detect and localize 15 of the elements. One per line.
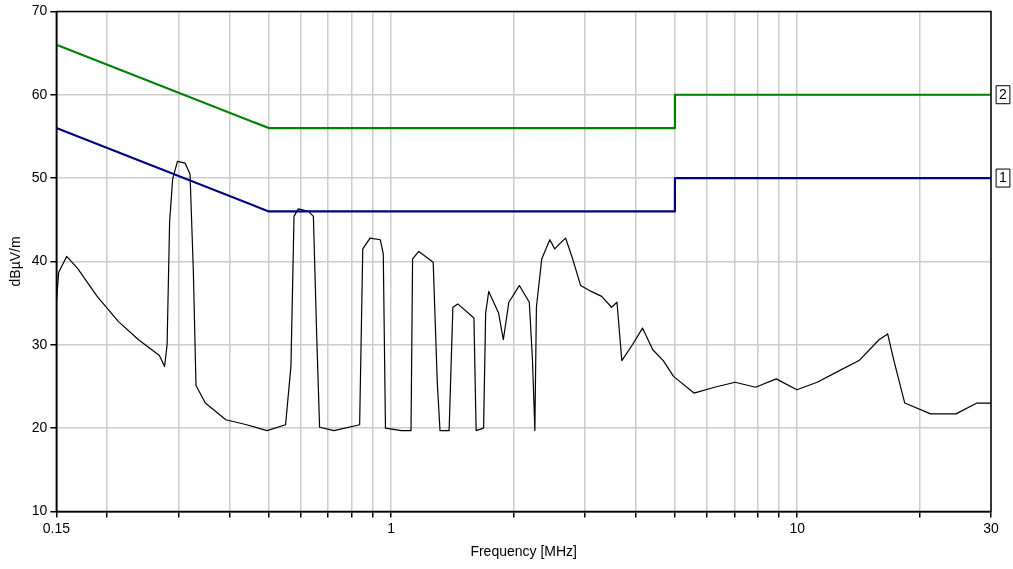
y-axis-title: dBµV/m bbox=[7, 236, 24, 287]
y-tick-label: 50 bbox=[31, 168, 48, 185]
y-tick-label: 40 bbox=[31, 252, 48, 269]
annotation: 2 bbox=[999, 85, 1008, 102]
x-tick-label: 10 bbox=[789, 519, 806, 536]
x-tick-label: 1 bbox=[387, 519, 396, 536]
x-axis-title: Frequency [MHz] bbox=[470, 543, 577, 560]
annotation: 1 bbox=[999, 168, 1008, 185]
x-tick-label: 30 bbox=[983, 519, 999, 536]
y-tick-label: 70 bbox=[31, 2, 48, 19]
y-tick-label: 30 bbox=[31, 335, 48, 352]
x-tick-label: 0.15 bbox=[42, 519, 71, 536]
y-tick-label: 60 bbox=[31, 85, 48, 102]
y-tick-label: 10 bbox=[31, 502, 48, 519]
y-tick-label: 20 bbox=[31, 418, 48, 435]
